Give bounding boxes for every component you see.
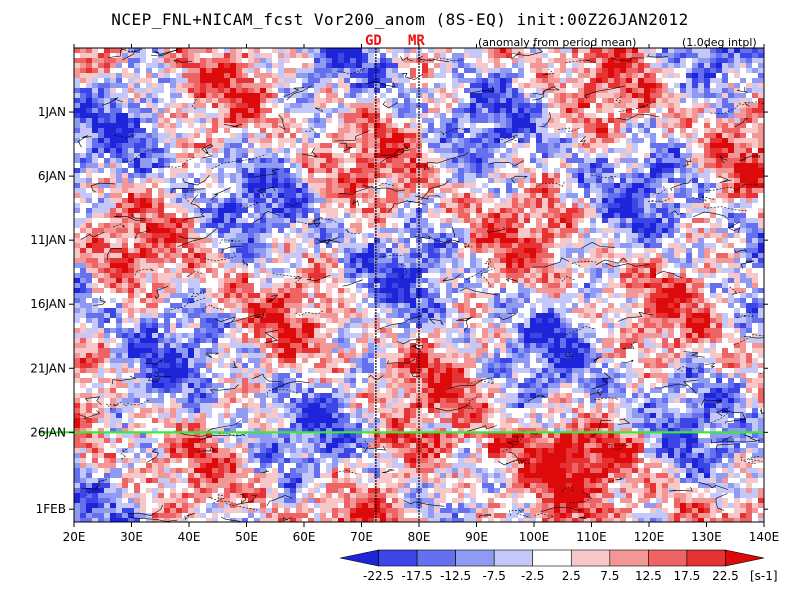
x-tick-label: 40E (178, 530, 201, 544)
y-tick-label: 1JAN (38, 105, 66, 119)
chart-subtitle-right: (1.0deg intpl) (682, 36, 757, 49)
x-tick-label: 30E (120, 530, 143, 544)
x-tick-label: 100E (519, 530, 550, 544)
x-tick-label: 140E (749, 530, 780, 544)
colorbar-swatch (648, 549, 688, 567)
colorbar-label: -12.5 (440, 569, 471, 583)
colorbar: -22.5 -17.5 -12.5 -7.5 -2.5 2.5 7.5 12.5 17.5 22.… (339, 549, 778, 583)
y-tick-label: 6JAN (38, 169, 66, 183)
colorbar-swatch (493, 549, 534, 567)
colorbar-unit: [s-1] (750, 569, 778, 583)
colorbar-swatch (378, 549, 418, 567)
colorbar-label: -7.5 (482, 569, 505, 583)
colorbar-swatch (570, 549, 611, 567)
x-tick-label: 130E (691, 530, 722, 544)
colorbar-swatch (532, 549, 572, 567)
y-tick-label: 26JAN (30, 425, 66, 439)
anomaly-field (74, 48, 764, 522)
colorbar-label: 22.5 (712, 569, 739, 583)
colorbar-swatch (609, 549, 649, 567)
y-tick-label: 11JAN (30, 233, 66, 247)
y-tick-label: 16JAN (30, 297, 66, 311)
colorbar-swatch (455, 549, 495, 567)
x-tick-label: 70E (350, 530, 373, 544)
colorbar-swatch (416, 549, 456, 567)
colorbar-label: 7.5 (600, 569, 619, 583)
marker-label-gd: GD (365, 33, 382, 49)
x-tick-label: 60E (293, 530, 316, 544)
colorbar-label: 12.5 (635, 569, 662, 583)
colorbar-label: -17.5 (402, 569, 433, 583)
colorbar-swatch (686, 549, 726, 567)
colorbar-label: -22.5 (363, 569, 394, 583)
x-tick-label: 50E (235, 530, 258, 544)
colorbar-swatch (339, 549, 379, 567)
marker-label-mr: MR (408, 33, 425, 49)
colorbar-label: 2.5 (562, 569, 581, 583)
x-tick-label: 90E (465, 530, 488, 544)
colorbar-label: 17.5 (674, 569, 701, 583)
y-tick-label: 21JAN (30, 361, 66, 375)
x-tick-label: 20E (63, 530, 86, 544)
y-tick-label: 1FEB (36, 502, 66, 516)
colorbar-swatch (725, 549, 765, 567)
x-tick-label: 120E (634, 530, 665, 544)
chart-subtitle-left: (anomaly from period mean) (478, 36, 637, 49)
chart-title: NCEP_FNL+NICAM_fcst Vor200_anom (8S-EQ) … (111, 10, 689, 29)
x-tick-label: 80E (408, 530, 431, 544)
x-tick-label: 110E (576, 530, 607, 544)
colorbar-label: -2.5 (521, 569, 544, 583)
